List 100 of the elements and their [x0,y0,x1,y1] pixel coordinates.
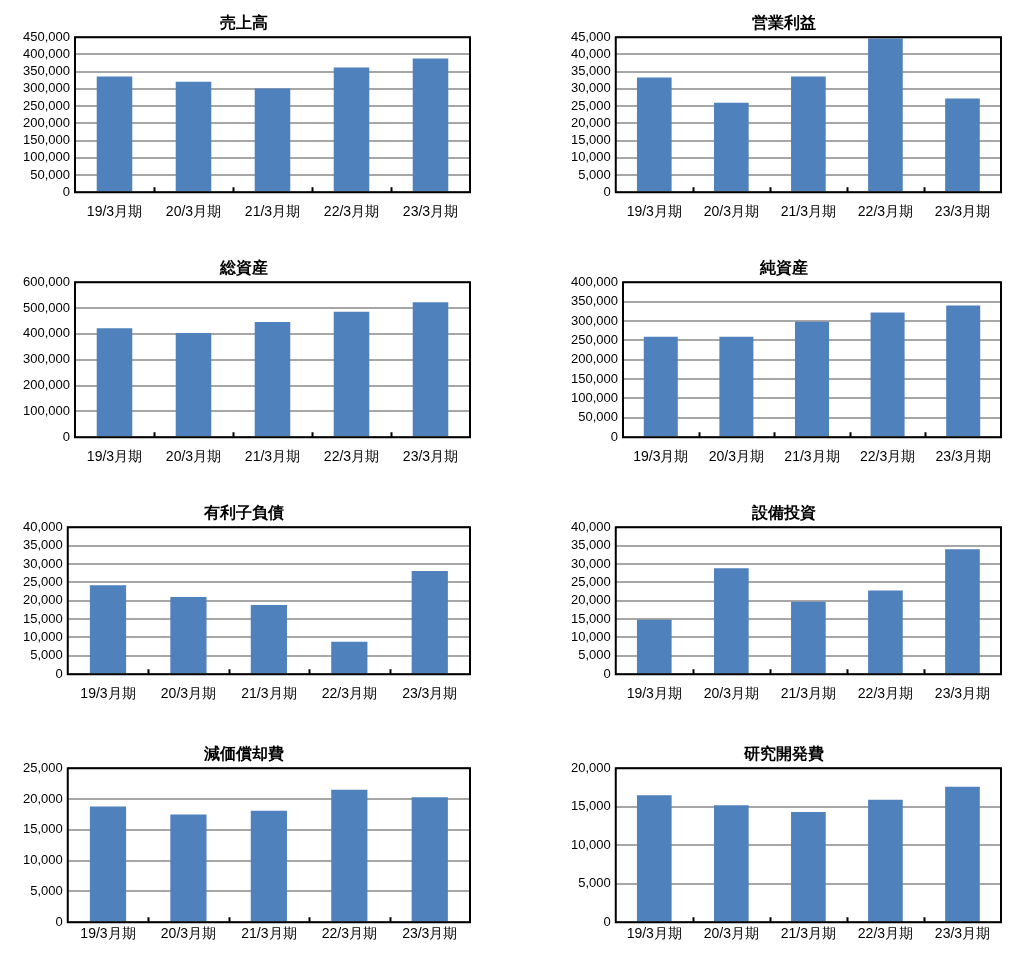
x-tick-label: 19/3月期 [80,925,136,942]
y-tick-label: 25,000 [23,573,63,589]
chart-title: 減価償却費 [203,745,284,763]
y-tick-label: 5,000 [30,882,63,898]
y-tick-label: 20,000 [571,114,611,130]
x-tick-label: 22/3月期 [321,925,377,942]
x-tick-label: 21/3月期 [244,448,301,465]
x-tick-label: 22/3月期 [321,685,377,702]
y-tick-label: 400,000 [22,46,70,61]
x-tick-label: 20/3月期 [703,925,759,942]
y-tick-label: 0 [603,913,611,929]
y-tick-label: 0 [62,183,70,199]
y-tick-label: 100,000 [22,402,70,418]
y-tick-label: 300,000 [22,351,70,367]
bar [250,605,287,674]
y-tick-label: 250,000 [570,331,618,347]
x-tick-label: 19/3月期 [80,685,136,702]
y-tick-label: 200,000 [22,377,70,393]
x-tick-label: 20/3月期 [708,448,765,465]
x-tick-label: 22/3月期 [857,685,914,702]
y-tick-label: 15,000 [23,821,63,837]
bar [411,570,448,674]
y-tick-label: 15,000 [571,132,611,148]
y-tick-label: 5,000 [30,647,63,663]
bar [868,590,903,674]
x-tick-label: 23/3月期 [402,685,458,702]
x-tick-label: 22/3月期 [323,448,380,465]
x-tick-label: 23/3月期 [935,448,991,465]
x-tick-label: 22/3月期 [859,448,916,465]
x-tick-label: 21/3月期 [241,685,297,702]
bar [411,797,448,922]
bar [89,806,127,922]
bar [636,77,672,192]
x-tick-label: 19/3月期 [86,448,143,465]
chart-title: 設備投資 [750,504,816,523]
bar [331,789,368,922]
x-tick-label: 20/3月期 [703,685,759,702]
x-tick-label: 22/3月期 [857,203,914,220]
bar [714,102,749,192]
x-tick-label: 23/3月期 [402,925,458,942]
y-tick-label: 10,000 [23,629,63,645]
bar [96,328,133,437]
x-tick-label: 22/3月期 [323,203,380,220]
bar [794,321,830,437]
bar [89,585,127,674]
y-tick-label: 30,000 [23,555,63,571]
bar [333,311,370,437]
bar [412,58,449,192]
bar [636,619,672,674]
x-tick-label: 23/3月期 [934,925,991,942]
y-tick-label: 40,000 [571,518,611,534]
x-tick-label: 19/3月期 [626,685,682,702]
y-tick-label: 400,000 [570,273,618,289]
x-tick-label: 20/3月期 [703,203,759,220]
bar [175,81,212,192]
y-tick-label: 0 [62,428,70,444]
x-tick-label: 21/3月期 [241,925,297,942]
x-tick-label: 23/3月期 [402,203,459,220]
x-tick-label: 20/3月期 [165,448,222,465]
bar [175,333,212,437]
bar [250,810,287,922]
y-tick-label: 0 [603,665,611,681]
x-tick-label: 20/3月期 [165,203,222,220]
y-tick-label: 150,000 [22,132,70,148]
x-tick-label: 21/3月期 [780,925,837,942]
y-tick-label: 400,000 [22,325,70,341]
bar [254,321,291,437]
y-tick-label: 35,000 [571,537,611,553]
y-tick-label: 20,000 [23,592,63,608]
bar [96,76,133,192]
y-tick-label: 35,000 [23,537,63,553]
y-tick-label: 45,000 [571,28,611,44]
chart-title: 営業利益 [751,14,816,32]
y-tick-label: 30,000 [571,80,611,96]
y-tick-label: 10,000 [571,629,611,645]
y-tick-label: 450,000 [22,28,70,44]
bar [254,88,291,192]
y-tick-label: 0 [55,665,63,681]
y-tick-label: 40,000 [23,518,63,534]
y-tick-label: 0 [603,183,611,199]
x-tick-label: 21/3月期 [244,203,301,220]
bar [946,305,981,437]
x-tick-label: 21/3月期 [780,685,837,702]
y-tick-label: 5,000 [578,875,611,891]
y-tick-label: 20,000 [571,759,611,775]
bar [170,597,207,674]
chart-title: 売上高 [220,13,268,32]
y-tick-label: 0 [55,913,63,929]
y-tick-label: 100,000 [570,390,618,406]
chart-title: 研究開発費 [742,745,824,763]
y-tick-label: 40,000 [571,46,611,61]
y-tick-label: 15,000 [571,610,611,626]
bar [791,76,826,192]
x-tick-label: 22/3月期 [857,925,914,942]
y-tick-label: 100,000 [22,149,70,165]
x-tick-label: 19/3月期 [86,203,143,220]
y-tick-label: 20,000 [23,790,63,806]
bar [333,67,370,192]
y-tick-label: 350,000 [570,293,618,309]
x-tick-label: 23/3月期 [934,203,991,220]
